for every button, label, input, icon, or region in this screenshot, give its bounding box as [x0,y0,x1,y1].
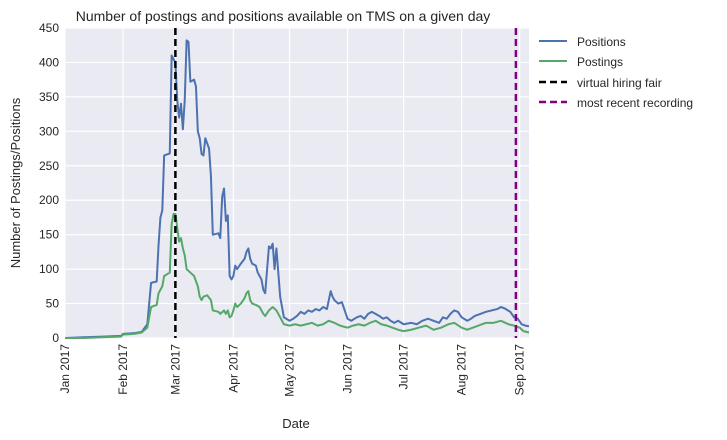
y-tick-label: 450 [39,21,59,35]
y-tick-label: 100 [39,262,59,276]
y-tick-label: 350 [39,90,59,104]
x-tick-label: Jan 2017 [58,344,72,394]
legend-label-postings: Postings [577,55,623,69]
plot-background [65,28,529,338]
x-tick-label: Jun 2017 [341,344,355,394]
x-axis-label: Date [282,416,309,431]
x-tick-label: Aug 2017 [455,344,469,396]
series-line-postings [65,213,530,339]
legend-label-virtual-hiring-fair: virtual hiring fair [577,76,662,90]
y-tick-label: 200 [39,193,59,207]
x-tick-label: May 2017 [283,344,297,397]
y-axis-label: Number of Postings/Positions [8,97,23,268]
y-tick-labels: 0 50 100 150 200 250 300 350 400 450 [39,21,59,345]
y-tick-label: 0 [52,331,59,345]
y-tick-label: 150 [39,228,59,242]
x-tick-labels: Jan 2017 Feb 2017 Mar 2017 Apr 2017 May 2017… [58,344,527,397]
legend-label-positions: Positions [577,35,626,49]
reference-lines [174,28,518,338]
x-tick-label: Apr 2017 [226,344,240,393]
x-tick-label: Feb 2017 [116,344,130,395]
chart-title: Number of postings and positions availab… [76,8,491,24]
series-lines [64,39,530,339]
y-tick-label: 50 [46,297,60,311]
series-line-positions [64,39,530,339]
x-tick-label: Sep 2017 [513,344,527,396]
x-tick-label: Jul 2017 [397,344,411,390]
legend-label-most-recent-recording: most recent recording [577,96,693,110]
legend: Positions Postings virtual hiring fair m… [539,35,693,110]
x-tick-label: Mar 2017 [168,344,182,395]
y-tick-label: 300 [39,124,59,138]
y-tick-label: 250 [39,159,59,173]
y-tick-label: 400 [39,55,59,69]
